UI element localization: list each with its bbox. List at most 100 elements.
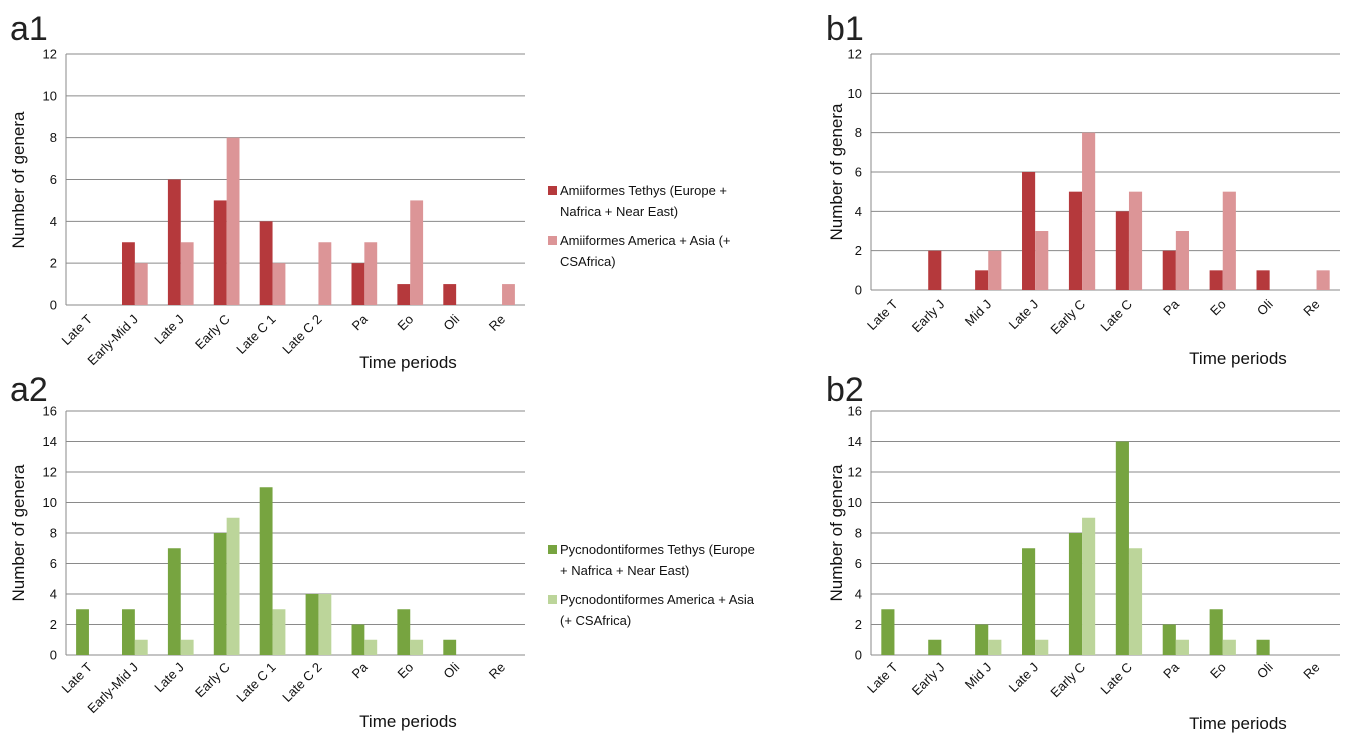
bar-b1-s2-3	[1035, 231, 1049, 290]
x-tick-label: Early C	[192, 312, 233, 353]
bar-b1-s2-7	[1222, 191, 1236, 290]
x-tick-label: Eo	[1207, 297, 1229, 319]
x-tick-label: Re	[486, 660, 508, 682]
y-tick-label: 10	[43, 495, 57, 510]
bar-b1-s1-7	[1209, 270, 1223, 290]
x-tick-label: Pa	[349, 311, 371, 333]
y-tick-label: 14	[848, 434, 862, 449]
x-tick-label: Oli	[440, 659, 462, 681]
x-tick-label: Early J	[909, 297, 948, 336]
y-tick-label: 10	[848, 86, 862, 101]
bar-a2-s2-6	[364, 639, 378, 655]
bar-a1-s2-5	[318, 242, 332, 305]
bar-b2-s2-2	[988, 639, 1002, 655]
x-axis-title: Time periods	[359, 712, 457, 731]
legend-a2: Pycnodontiformes Tethys (Europe + Nafrica…	[548, 542, 755, 628]
bar-b1-s1-8	[1256, 270, 1270, 290]
y-tick-label: 12	[43, 47, 57, 62]
chart-b1: b1 0 2 4 6 8 10 12 Number of genera Late T Early J…	[826, 10, 1340, 368]
bar-a2-s2-3	[226, 517, 240, 655]
y-tick-label: 16	[848, 404, 862, 419]
y-tick-label: 6	[855, 556, 862, 571]
x-tick-label: Late C	[1097, 297, 1135, 335]
bar-a2-s1-0	[76, 609, 89, 655]
x-tick-label: Mid J	[962, 297, 995, 330]
bar-a1-s2-7	[410, 200, 424, 305]
x-tick-label: Late J	[1006, 297, 1042, 333]
legend-swatch	[548, 186, 557, 195]
bar-a2-s2-2	[180, 639, 194, 655]
y-tick-label: 6	[50, 172, 57, 187]
bar-a1-s1-7	[397, 284, 411, 305]
chart-a2: a2 0 2 4 6 8 10 12 14 16 Number of genera Late T Ear…	[9, 371, 525, 731]
bar-b2-s1-2	[975, 624, 989, 655]
y-tick-label: 8	[50, 526, 57, 541]
bar-b1-s2-4	[1082, 132, 1096, 290]
bar-b1-s2-5	[1128, 191, 1143, 290]
y-tick-label: 12	[43, 465, 57, 480]
bar-a2-s2-4	[272, 609, 286, 655]
bar-b2-s2-5	[1128, 548, 1143, 655]
legend-swatch	[548, 545, 557, 554]
bar-b2-s2-4	[1082, 517, 1096, 655]
x-tick-label: Pa	[1160, 659, 1182, 681]
x-tick-label: Pa	[1160, 296, 1182, 318]
y-tick-label: 4	[50, 587, 57, 602]
bar-a2-s1-8	[443, 639, 457, 655]
x-tick-label: Early J	[909, 660, 948, 699]
legend-a1: Amiiformes Tethys (Europe + Nafrica + Nea…	[548, 183, 731, 269]
x-tick-label: Late J	[151, 660, 187, 696]
bar-a1-s1-6	[351, 263, 365, 305]
bar-b1-s1-5	[1115, 211, 1129, 290]
y-tick-label: 14	[43, 434, 57, 449]
bar-a1-s1-2	[167, 179, 181, 305]
bar-b2-s1-3	[1022, 548, 1036, 655]
bar-b1-s1-6	[1162, 250, 1176, 290]
panel-label-a2: a2	[10, 371, 48, 409]
legend-label: Nafrica + Near East)	[560, 204, 678, 219]
bar-b2-s1-4	[1068, 533, 1083, 655]
bar-a2-s1-2	[167, 548, 181, 655]
y-tick-label: 10	[43, 88, 57, 103]
bar-b1-s2-6	[1175, 231, 1189, 290]
bar-a2-s2-5	[318, 594, 332, 655]
y-tick-label: 6	[50, 556, 57, 571]
x-tick-label: Late J	[151, 312, 187, 348]
x-tick-label: Mid J	[962, 660, 995, 693]
x-tick-label: Late C 1	[233, 312, 278, 357]
y-tick-label: 8	[50, 130, 57, 145]
bar-a1-s2-3	[226, 137, 240, 305]
y-tick-label: 6	[855, 165, 862, 180]
bar-b2-s2-3	[1035, 639, 1049, 655]
bar-a2-s1-7	[397, 609, 411, 655]
y-tick-label: 8	[855, 125, 862, 140]
y-tick-label: 2	[855, 243, 862, 258]
bar-a1-s1-3	[213, 200, 227, 305]
bar-b1-s1-2	[975, 270, 989, 290]
y-tick-label: 0	[50, 298, 57, 313]
bar-b1-s1-1	[928, 250, 942, 290]
panel-label-a1: a1	[10, 10, 48, 48]
bar-a1-s2-2	[180, 242, 194, 305]
bar-a2-s1-3	[213, 533, 227, 655]
x-tick-label: Oli	[1254, 296, 1276, 318]
legend-swatch	[548, 595, 557, 604]
y-tick-label: 0	[855, 648, 862, 663]
y-axis-title: Number of genera	[9, 111, 28, 249]
bar-b2-s1-6	[1162, 624, 1176, 655]
bar-a2-s2-7	[410, 639, 424, 655]
x-tick-label: Re	[486, 312, 508, 334]
x-tick-label: Late C 2	[279, 312, 324, 357]
y-tick-label: 0	[50, 648, 57, 663]
legend-label: Amiiformes Tethys (Europe +	[560, 183, 727, 198]
bar-a1-s2-9	[502, 284, 515, 305]
bar-b2-s1-8	[1256, 639, 1270, 655]
bar-b2-s1-5	[1115, 441, 1129, 655]
bar-a1-s2-4	[272, 263, 286, 305]
x-tick-label: Early C	[1047, 660, 1088, 701]
x-tick-label: Late T	[864, 659, 901, 696]
y-axis-title: Number of genera	[9, 464, 28, 602]
x-tick-label: Eo	[1207, 660, 1229, 682]
bar-b2-s1-7	[1209, 609, 1223, 655]
